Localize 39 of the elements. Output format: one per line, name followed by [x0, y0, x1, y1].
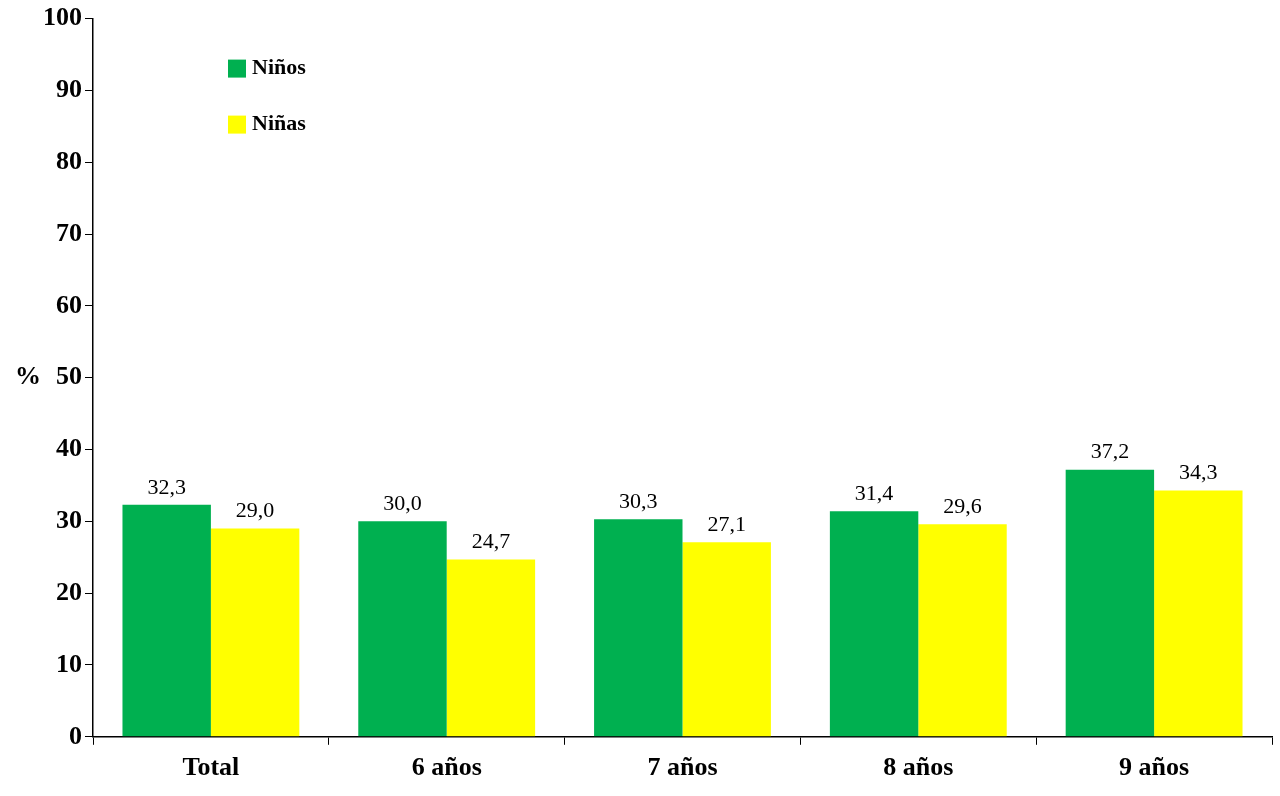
y-tick-label: 60 [56, 289, 82, 319]
legend-label: Niños [252, 54, 307, 80]
y-tick-label: 80 [56, 145, 82, 175]
bar [1154, 490, 1243, 737]
text: 37,2 [1090, 438, 1130, 464]
y-tick-label: 0 [69, 720, 82, 750]
text: 30,0 [383, 490, 422, 516]
legend-label: Niñas [252, 110, 307, 136]
bar [446, 559, 536, 737]
y-tick-label: 90 [56, 74, 82, 104]
bar [122, 504, 211, 737]
bar [594, 519, 683, 737]
x-tick-label: 7 años [647, 752, 718, 782]
x-tick-label: 6 años [411, 752, 482, 782]
bar [358, 521, 447, 737]
bar [682, 542, 771, 737]
y-tick-label: 40 [56, 433, 82, 463]
y-axis-title: % [15, 361, 41, 391]
bar [1065, 469, 1155, 737]
bar [210, 528, 300, 737]
y-tick-label: 30 [56, 505, 82, 535]
y-tick-label: 70 [56, 217, 82, 247]
x-tick-label: 8 años [883, 752, 954, 782]
y-tick-label: 20 [56, 576, 82, 606]
text: 32,3 [147, 473, 186, 499]
text: 24,7 [471, 528, 511, 554]
x-tick-label: 9 años [1119, 752, 1190, 782]
text: 30,3 [619, 487, 658, 513]
x-tick-label: Total [182, 752, 240, 782]
bar [829, 511, 919, 737]
y-tick-label: 100 [43, 2, 82, 32]
text: 29,0 [235, 497, 275, 523]
text: 27,1 [707, 510, 746, 536]
bar [918, 524, 1007, 737]
y-tick-label: 50 [56, 361, 82, 391]
text: 34,3 [1179, 459, 1218, 485]
text: 31,4 [854, 480, 894, 506]
text: 29,6 [943, 492, 982, 518]
y-tick-label: 10 [56, 648, 82, 678]
